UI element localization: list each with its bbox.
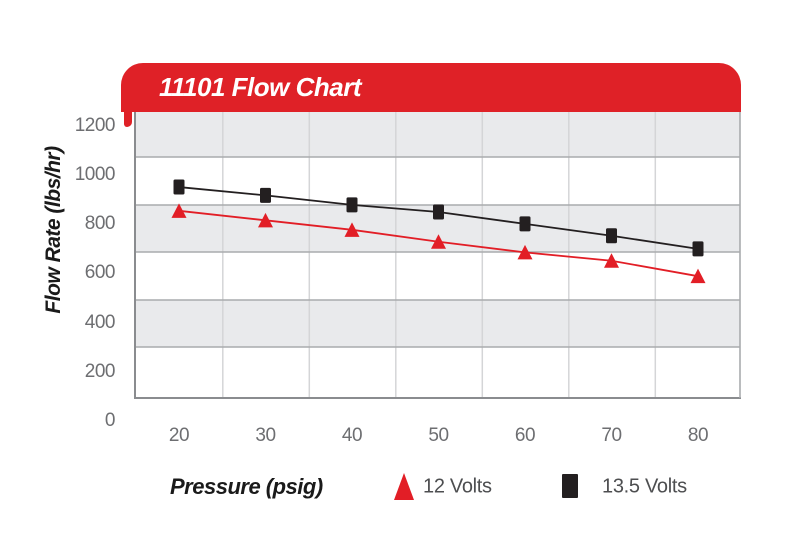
- y-tick-label-200: 200: [84, 360, 116, 382]
- data-point-triangle-50psig: [431, 234, 446, 249]
- x-tick-label-20: 20: [168, 425, 190, 446]
- x-tick-label-30: 30: [255, 425, 276, 446]
- data-point-triangle-40psig: [344, 222, 360, 237]
- chart-title-bar: 11101 Flow Chart: [121, 63, 741, 112]
- data-point-square-30psig: [260, 187, 271, 203]
- legend-label-13-5-volts: 13.5 Volts: [602, 475, 687, 498]
- x-tick-label-70: 70: [601, 425, 622, 446]
- x-tick-label-40: 40: [341, 425, 363, 446]
- data-point-triangle-70psig: [604, 253, 619, 268]
- chart-title: 11101 Flow Chart: [159, 71, 362, 102]
- legend-label-12-volts: 12 Volts: [423, 475, 492, 498]
- x-tick-label-60: 60: [514, 425, 536, 446]
- x-axis-title: Pressure (psig): [170, 474, 323, 499]
- data-point-triangle-20psig: [171, 203, 187, 218]
- data-point-square-60psig: [519, 216, 531, 232]
- y-tick-label-800: 800: [84, 213, 116, 235]
- y-tick-label-400: 400: [84, 311, 116, 333]
- legend-triangle-marker-12v: [394, 473, 414, 500]
- legend-square-marker-13-5v: [562, 474, 578, 498]
- plot-background: [135, 112, 740, 398]
- data-point-square-70psig: [606, 228, 617, 244]
- data-point-square-80psig: [692, 241, 704, 257]
- data-point-triangle-30psig: [258, 212, 273, 228]
- x-tick-label-80: 80: [687, 425, 709, 446]
- data-point-square-50psig: [433, 204, 444, 220]
- y-tick-label-1200: 1200: [74, 114, 116, 136]
- data-point-square-40psig: [346, 197, 358, 213]
- data-point-triangle-80psig: [690, 268, 706, 284]
- y-tick-label-600: 600: [84, 262, 116, 284]
- y-tick-label-1000: 1000: [74, 164, 116, 185]
- x-tick-label-50: 50: [428, 425, 449, 446]
- title-bar-corner-flap: [124, 111, 132, 127]
- plot-band: [135, 112, 740, 157]
- data-point-square-20psig: [173, 179, 185, 195]
- data-point-triangle-60psig: [517, 244, 533, 260]
- plot-band: [135, 300, 740, 347]
- y-tick-label-0: 0: [104, 410, 116, 431]
